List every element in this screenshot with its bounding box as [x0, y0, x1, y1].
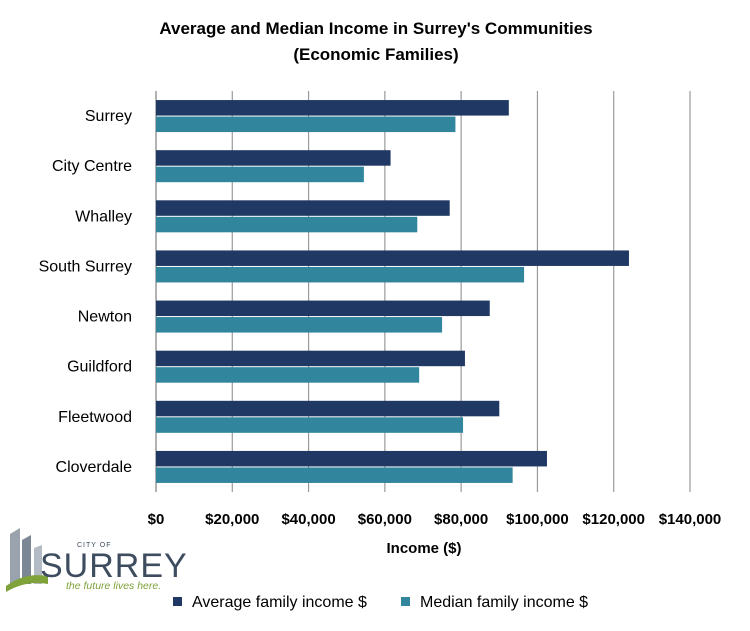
bar-median — [156, 266, 525, 283]
category-label: Fleetwood — [58, 409, 132, 426]
chart-title: Average and Median Income in Surrey's Co… — [159, 19, 592, 38]
skyline-icon — [6, 528, 48, 592]
legend-label-median: Median family income $ — [420, 594, 588, 611]
bar-median — [156, 116, 456, 133]
x-axis-label: Income ($) — [386, 540, 461, 557]
bar-average — [156, 400, 500, 417]
bar-median — [156, 467, 513, 483]
category-label: South Surrey — [39, 258, 132, 275]
bar-median — [156, 317, 443, 333]
city-of-surrey-logo: CITY OF SURREY the future lives here. — [6, 528, 188, 592]
legend-swatch-average — [173, 597, 182, 606]
x-tick-label: $80,000 — [434, 511, 488, 528]
bar-median — [156, 166, 364, 183]
bar-median — [156, 367, 420, 383]
category-label: City Centre — [52, 158, 132, 175]
x-tick-label: $40,000 — [281, 511, 335, 528]
chart-subtitle: (Economic Families) — [293, 45, 458, 64]
bar-average — [156, 350, 465, 367]
bar-average — [156, 150, 391, 166]
x-tick-label: $20,000 — [205, 511, 259, 528]
x-tick-labels: $0 $20,000 $40,000 $60,000 $80,000 $100,000 $1… — [148, 511, 722, 528]
logo-city-of: CITY OF — [77, 542, 111, 549]
legend-swatch-median — [401, 597, 410, 606]
category-labels: Surrey City Centre Whalley South Surrey Newt… — [39, 108, 132, 476]
x-tick-label: $0 — [148, 511, 165, 528]
category-label: Whalley — [75, 208, 132, 225]
x-tick-label: $120,000 — [582, 511, 645, 528]
bar-median — [156, 417, 464, 433]
logo-tagline: the future lives here. — [66, 580, 161, 592]
bar-average — [156, 100, 509, 116]
category-label: Surrey — [85, 108, 132, 125]
x-tick-label: $60,000 — [358, 511, 412, 528]
x-tick-label: $140,000 — [659, 511, 722, 528]
logo-surrey-wordmark: SURREY — [40, 547, 188, 585]
legend: Average family income $ Median family in… — [173, 594, 588, 611]
bar-series — [156, 100, 629, 483]
x-tick-label: $100,000 — [506, 511, 569, 528]
legend-label-average: Average family income $ — [192, 594, 367, 611]
category-label: Guildford — [67, 359, 132, 376]
category-label: Cloverdale — [56, 459, 133, 476]
bar-average — [156, 300, 490, 317]
bar-median — [156, 216, 418, 233]
bar-average — [156, 450, 547, 467]
bar-average — [156, 200, 450, 216]
bar-average — [156, 250, 629, 266]
category-label: Newton — [78, 309, 132, 326]
